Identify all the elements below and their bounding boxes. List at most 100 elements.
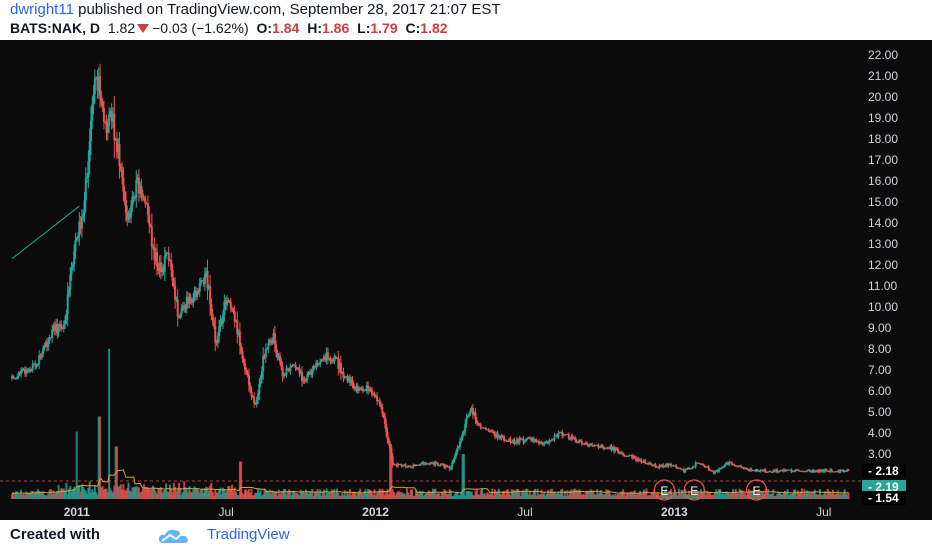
volume-bar (497, 488, 500, 499)
author-link[interactable]: dwright11 (10, 1, 74, 18)
candle-body (73, 251, 76, 265)
time-axis[interactable]: 2011 Jul 2012 Jul 2013 Jul (64, 505, 832, 519)
candle-body (153, 246, 156, 261)
candle-body (255, 400, 258, 405)
volume-bar (332, 490, 335, 499)
volume-bar (13, 495, 16, 499)
volume-bar (824, 491, 827, 499)
candle-body (512, 439, 515, 443)
volume-bar (455, 492, 458, 499)
candle-body (139, 186, 142, 194)
price-tick-label: 15.00 (868, 195, 898, 209)
volume-bar (727, 492, 730, 499)
chart-canvas[interactable]: E E E 22.00 21.00 20.00 19.00 18.00 17.00 16.00 1… (0, 40, 932, 520)
volume-bar (272, 491, 275, 499)
trendline[interactable] (11, 205, 80, 260)
candle-body (587, 444, 590, 447)
candle-body (765, 471, 768, 473)
candle-body (146, 203, 149, 215)
volume-bar (152, 485, 155, 499)
candle-body (376, 396, 379, 402)
candle-body (356, 386, 359, 391)
volume-bar (591, 490, 594, 499)
volume-bar (99, 416, 102, 499)
volume-bar (207, 491, 210, 499)
volume-bar (275, 491, 278, 499)
candle-body (484, 427, 487, 430)
candle-body (769, 471, 772, 473)
candle-body (174, 285, 177, 300)
candle-body (426, 463, 429, 465)
volume-bar (660, 495, 663, 499)
candle-body (335, 357, 338, 359)
price-chart[interactable]: E E E 22.00 21.00 20.00 19.00 18.00 17.00 16.00 1… (0, 40, 932, 520)
price-tick-label: 22.00 (868, 48, 898, 62)
candle-body (49, 337, 52, 339)
volume-bar (442, 491, 445, 499)
volume-bar (500, 494, 503, 499)
volume-bar (385, 491, 388, 499)
candle-body (443, 465, 446, 468)
volume-bar (847, 492, 850, 499)
candle-body (55, 323, 58, 331)
candle-body (360, 388, 363, 390)
volume-bar (312, 495, 315, 499)
candle-body (399, 463, 402, 465)
candle-body (707, 466, 710, 470)
candle-body (719, 468, 722, 470)
candle-body (209, 286, 212, 305)
candle-body (311, 369, 314, 375)
candle-body (220, 320, 223, 324)
candle-body (755, 469, 758, 472)
candle-body (588, 444, 591, 447)
candle-body (699, 463, 702, 465)
volume-bar (582, 494, 585, 499)
candle-body (14, 378, 17, 380)
volume-bar (335, 488, 338, 499)
candle-body (321, 359, 324, 361)
volume-bar (571, 491, 574, 499)
candle-body (341, 372, 344, 374)
volume-bar (425, 493, 428, 499)
candle-body (715, 470, 718, 472)
volume-bar (315, 491, 318, 499)
volume-bar (308, 491, 311, 499)
volume-bar (523, 492, 526, 499)
volume-bar (210, 483, 213, 499)
created-with-label: Created with (10, 526, 101, 543)
volume-bar (565, 495, 568, 499)
volume-bar (284, 488, 287, 499)
candle-body (361, 388, 364, 391)
candle-body (263, 355, 266, 358)
candle-body (481, 427, 484, 429)
candle-body (705, 466, 708, 468)
candle-body (431, 462, 434, 464)
candle-body (114, 138, 117, 141)
open-label: O: (256, 20, 273, 36)
candle-body (777, 471, 780, 473)
price-axis[interactable]: 22.00 21.00 20.00 19.00 18.00 17.00 16.00 15.00… (868, 48, 898, 461)
volume-bar (737, 493, 740, 499)
candle-body (380, 404, 383, 408)
candle-body (240, 345, 243, 352)
candle-body (771, 471, 774, 473)
symbol-label[interactable]: BATS:NAK, D (10, 20, 100, 36)
tradingview-brand[interactable]: TradingView (207, 526, 290, 543)
volume-bar (27, 493, 30, 499)
candle-body (620, 452, 623, 454)
publish-line: dwright11 published on TradingView.com, … (10, 1, 501, 18)
volume-bar (673, 489, 676, 499)
volume-bar (370, 492, 373, 499)
candle-body (589, 443, 592, 445)
price-tick-label: 16.00 (868, 174, 898, 188)
candle-body (328, 358, 331, 360)
candle-body (143, 197, 146, 200)
volume-bar (774, 495, 777, 499)
candle-body (402, 465, 405, 467)
volume-bar (537, 494, 540, 499)
volume-bar (181, 492, 184, 499)
candle-body (768, 471, 771, 473)
volume-bar (390, 446, 393, 499)
volume-bar (143, 484, 146, 499)
